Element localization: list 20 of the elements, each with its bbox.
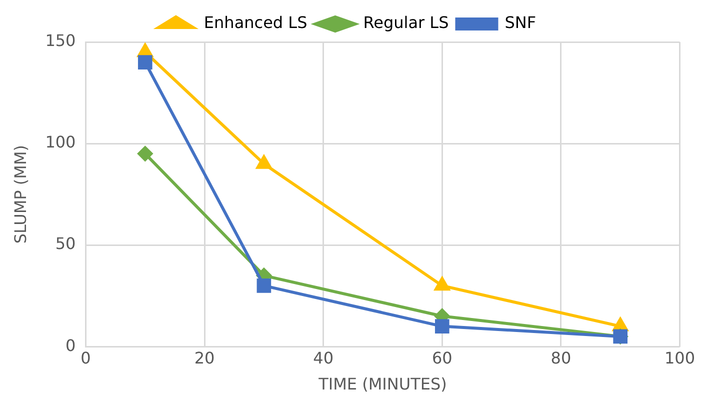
y-axis-title: SLUMP (MM) [10, 144, 30, 244]
x-tick-label: 60 [432, 348, 452, 368]
x-tick-label: 80 [550, 348, 572, 368]
y-tick-label: 50 [55, 234, 76, 254]
y-tick-label: 100 [45, 132, 76, 152]
point [256, 278, 272, 293]
legend-label: SNF [504, 13, 536, 32]
point [434, 319, 450, 334]
point [138, 146, 153, 162]
x-tick-label: 20 [194, 348, 215, 368]
x-tick-label: 40 [313, 348, 334, 368]
x-tick-label: 100 [664, 348, 696, 368]
point [256, 155, 272, 169]
legend-label: Regular LS [363, 13, 449, 32]
x-tick-label: 0 [80, 348, 91, 368]
point [138, 55, 152, 70]
legend-label: Enhanced LS [204, 13, 308, 32]
x-axis-title: TIME (MINUTES) [318, 374, 447, 394]
y-tick-label: 0 [66, 336, 76, 355]
y-tick-label: 150 [45, 31, 76, 50]
